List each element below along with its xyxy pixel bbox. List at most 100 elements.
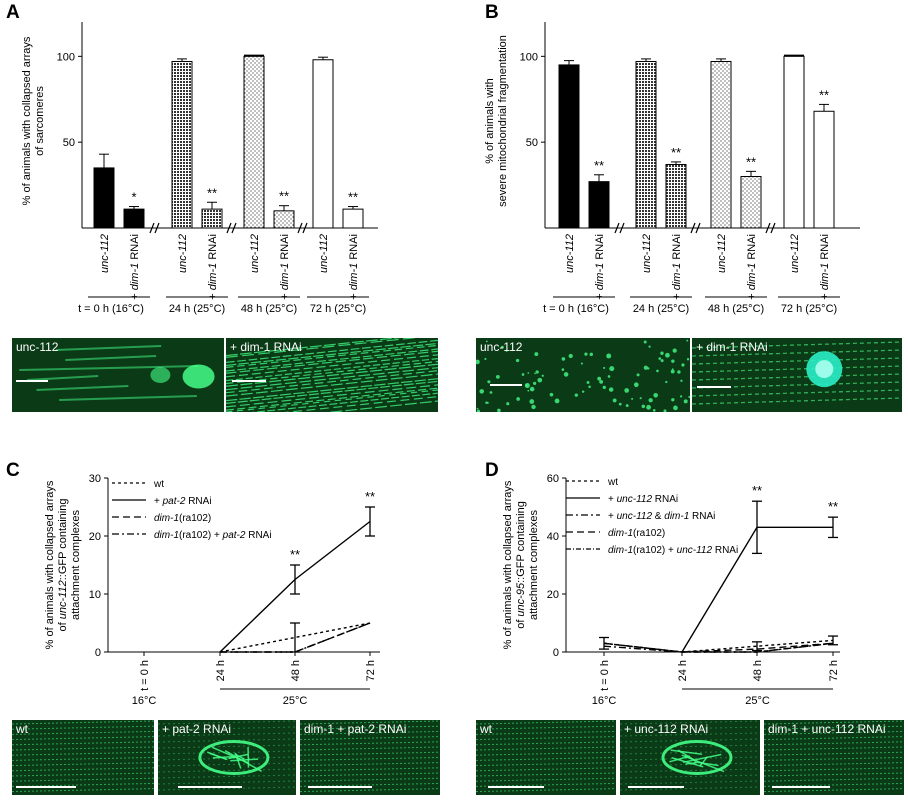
micrograph-feature: [226, 387, 438, 411]
micrograph-feature: [158, 786, 296, 791]
micrograph-feature: [660, 359, 664, 363]
micrograph-feature: [19, 365, 199, 371]
y-tick-label: 50: [63, 137, 75, 149]
micrograph-texture: [300, 720, 440, 793]
y-tick-label: 20: [547, 589, 559, 601]
micrograph-feature: [535, 370, 539, 374]
y-tick-label: 10: [89, 589, 101, 601]
micrograph-feature: [516, 397, 520, 401]
micrograph-label: dim-1 + unc-112 RNAi: [768, 722, 886, 736]
micrograph-feature: [692, 365, 902, 373]
micrograph-feature: [515, 358, 520, 363]
micrograph-feature: [476, 767, 616, 772]
axis-break: [297, 222, 303, 234]
micrograph-feature: [643, 365, 648, 370]
micrograph-feature: [639, 397, 642, 400]
micrograph-feature: [534, 352, 539, 357]
micrograph-feature: [476, 736, 616, 741]
micrograph-feature: [686, 358, 690, 361]
group-label: 24 h (25°C): [633, 303, 689, 315]
micrograph-feature: [524, 383, 530, 389]
y-tick-label: 100: [57, 51, 75, 63]
bar: [93, 167, 115, 229]
micrograph-feature: [36, 385, 129, 391]
micrograph-feature: [541, 374, 544, 377]
category-label: unc-112: [249, 234, 261, 273]
significance-mark: *: [131, 190, 136, 205]
y-axis-label: % of animals with collapsed arraysof unc…: [502, 480, 540, 649]
micrograph-feature: [764, 746, 904, 751]
micrograph-feature: [685, 762, 697, 765]
micrograph-feature: [554, 398, 560, 404]
micrograph-feature: [484, 357, 487, 361]
micrograph-feature: [660, 351, 664, 355]
micrograph-feature: [476, 741, 616, 746]
micrograph-feature: [692, 397, 902, 405]
micrograph-feature: [234, 753, 245, 760]
micrograph-feature: [12, 720, 154, 725]
category-label: + dim-1 RNAi: [594, 234, 606, 300]
micrograph-feature: [211, 746, 249, 764]
group-label: 72 h (25°C): [310, 303, 366, 315]
micrograph-feature: [226, 378, 438, 402]
micrograph-feature: [300, 777, 440, 782]
category-label: unc-112: [177, 234, 189, 273]
micrograph-feature: [226, 384, 438, 408]
scale-bar: [628, 786, 684, 788]
micrograph-feature: [300, 762, 440, 767]
bar: [201, 208, 223, 229]
micrograph-feature: [531, 404, 536, 410]
category-label: unc-112: [716, 234, 728, 273]
micrograph-feature: [226, 370, 438, 394]
micrograph-feature: [764, 756, 904, 761]
category-label: unc-112: [641, 234, 653, 273]
micrograph-feature: [226, 358, 438, 382]
y-tick-label: 100: [520, 51, 538, 63]
micrograph-feature: [620, 762, 760, 767]
micrograph-feature: [495, 374, 500, 379]
x-tick-label: t = 0 h: [599, 660, 611, 691]
micrograph-feature: [529, 386, 535, 392]
micrograph-feature: [300, 767, 440, 772]
micrograph-feature: [150, 367, 171, 383]
micrograph-feature: [479, 389, 485, 394]
micrograph-feature: [684, 754, 688, 758]
micrograph-feature: [300, 751, 440, 756]
micrograph-feature: [182, 364, 215, 389]
micrograph-feature: [620, 768, 760, 773]
micrograph-feature: [671, 398, 675, 402]
micrograph-feature: [505, 349, 508, 352]
micrograph-label: unc-112: [480, 340, 523, 354]
micrograph-texture: [476, 720, 616, 793]
micrograph-feature: [692, 357, 902, 365]
micrograph-feature: [158, 720, 296, 725]
micrograph-feature: [158, 780, 296, 785]
axis-break: [690, 222, 696, 234]
micrograph-feature: [686, 339, 689, 342]
micrograph-feature: [620, 732, 760, 737]
micrograph-a-dim-1-rnai: + dim-1 RNAi: [226, 338, 438, 412]
micrograph-feature: [568, 353, 573, 359]
scale-bar: [16, 380, 48, 382]
axis-break: [231, 222, 237, 234]
micrograph-label: wt: [480, 722, 492, 736]
micrograph-feature: [673, 405, 678, 411]
micrograph-feature: [764, 788, 904, 793]
micrograph-feature: [589, 352, 594, 357]
micrograph-feature: [699, 756, 709, 767]
micrograph-feature: [158, 762, 296, 767]
micrograph-feature: [694, 761, 719, 767]
micrograph-feature: [226, 350, 438, 374]
micrograph-feature: [764, 720, 904, 725]
micrograph-feature: [607, 375, 611, 378]
micrograph-feature: [648, 398, 653, 403]
category-label: unc-112: [99, 234, 111, 273]
micrograph-label: wt: [16, 722, 28, 736]
micrograph-feature: [12, 730, 154, 735]
micrograph-feature: [59, 395, 197, 401]
legend-label: + unc-112 RNAi: [608, 494, 678, 505]
micrograph-feature: [677, 370, 681, 374]
legend-label: + pat-2 RNAi: [154, 496, 212, 507]
micrograph-feature: [226, 344, 438, 368]
micrograph-feature: [300, 788, 440, 793]
